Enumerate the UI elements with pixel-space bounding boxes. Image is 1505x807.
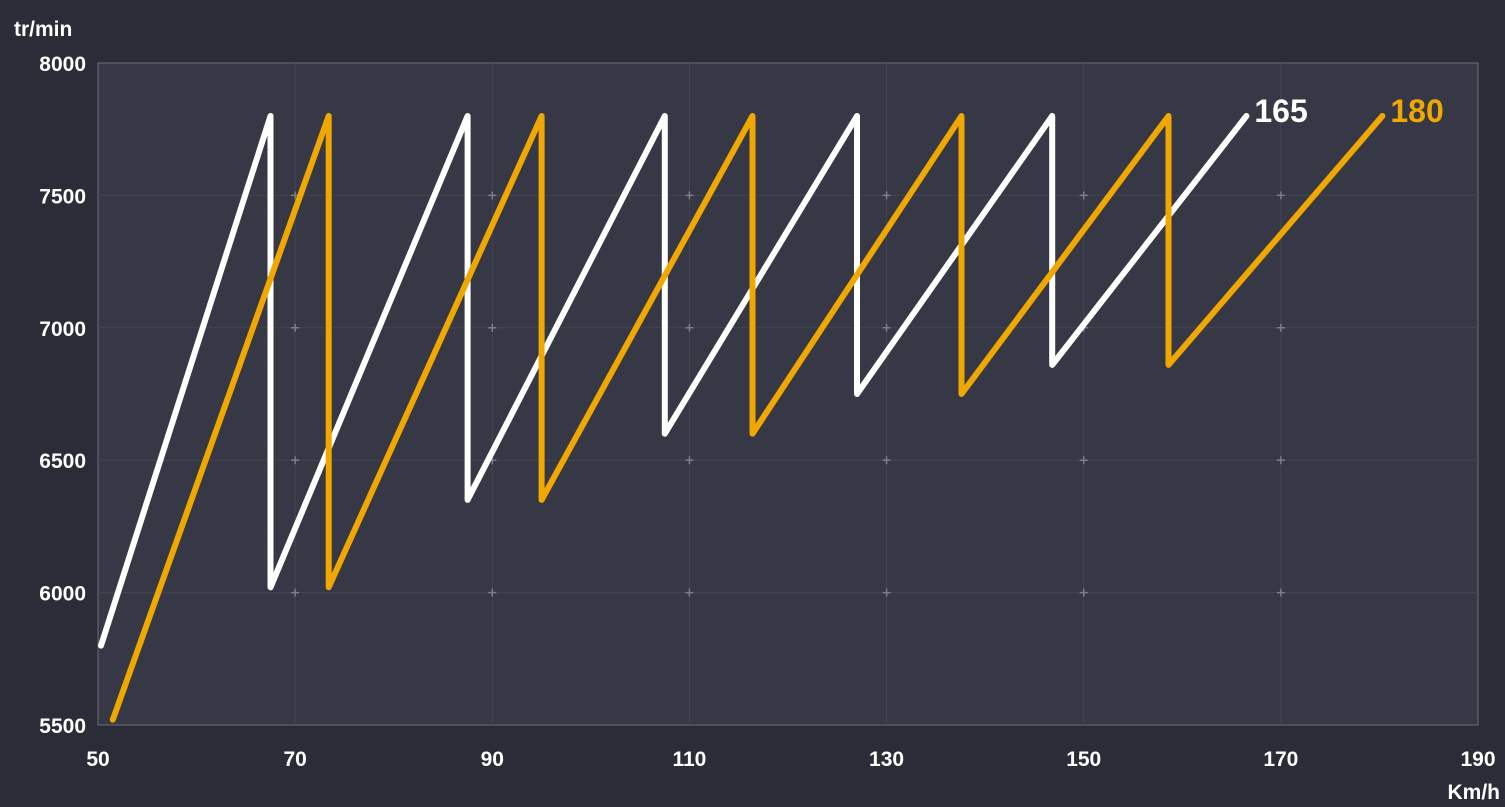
grid-cross-marker: [685, 323, 694, 332]
x-tick-label: 70: [283, 748, 306, 771]
x-tick-label: 130: [869, 748, 904, 771]
grid-cross-marker: [882, 191, 891, 200]
grid-cross-marker: [882, 323, 891, 332]
grid-cross-marker: [1276, 191, 1285, 200]
x-tick-label: 190: [1460, 748, 1495, 771]
grid-cross-marker: [685, 588, 694, 597]
y-axis-title: tr/min: [14, 18, 72, 41]
y-tick-label: 7000: [39, 318, 86, 341]
grid-cross-marker: [1079, 588, 1088, 597]
plot-area: [97, 62, 1479, 726]
grid-cross-marker: [1276, 323, 1285, 332]
grid-cross-marker: [1079, 191, 1088, 200]
x-tick-label: 110: [672, 748, 706, 771]
y-tick-label: 6500: [39, 450, 86, 473]
x-tick-label: 90: [481, 748, 504, 771]
grid-cross-marker: [291, 323, 300, 332]
x-axis-ticks: 50 70 90 110 130 150 170 190: [86, 748, 1495, 771]
grid-cross-marker: [488, 588, 497, 597]
y-tick-label: 8000: [39, 53, 86, 76]
y-tick-label: 6000: [39, 583, 86, 606]
grid-cross-marker: [488, 191, 497, 200]
series-label-165: 165: [1254, 93, 1307, 129]
grid-cross-marker: [488, 323, 497, 332]
grid-cross-marker: [882, 588, 891, 597]
grid-cross-marker: [685, 191, 694, 200]
x-tick-label: 150: [1066, 748, 1101, 771]
grid-cross-marker: [1079, 456, 1088, 465]
y-tick-label: 7500: [39, 185, 86, 208]
y-axis-ticks: 8000 7500 7000 6500 6000 5500: [39, 53, 86, 738]
grid-cross-marker: [291, 456, 300, 465]
grid-cross-marker: [291, 588, 300, 597]
y-tick-label: 5500: [39, 715, 86, 738]
grid-cross-marker: [1276, 588, 1285, 597]
x-tick-label: 50: [86, 748, 109, 771]
grid-cross-marker: [685, 456, 694, 465]
series-lines: [98, 113, 1386, 723]
series-line-180: [109, 113, 1386, 723]
series-label-180: 180: [1390, 93, 1443, 129]
x-tick-label: 170: [1263, 748, 1298, 771]
x-axis-title: Km/h: [1448, 781, 1501, 804]
grid-cross-marker: [1276, 456, 1285, 465]
series-labels: 165 180: [1254, 93, 1443, 129]
grid-cross-marker: [882, 456, 891, 465]
